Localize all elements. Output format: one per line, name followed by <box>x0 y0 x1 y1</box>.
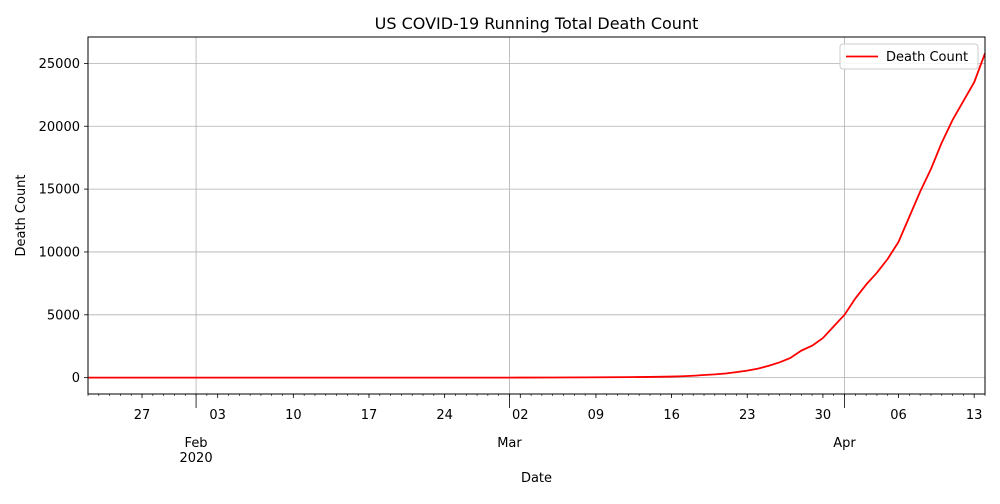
x-axis-label: Date <box>521 471 552 486</box>
y-axis-label: Death Count <box>14 174 29 256</box>
y-tick-label: 10000 <box>39 245 80 260</box>
series-layer <box>87 53 986 379</box>
plot-frame <box>87 36 986 395</box>
y-tick-label: 0 <box>72 371 80 386</box>
y-tick-label: 20000 <box>39 120 80 135</box>
x-month-label: Apr <box>833 436 856 451</box>
x-day-label: 09 <box>588 408 605 423</box>
y-tick-label: 5000 <box>47 308 80 323</box>
x-day-label: 23 <box>739 408 756 423</box>
y-tick-label: 25000 <box>39 57 80 72</box>
x-day-label: 10 <box>285 408 302 423</box>
y-tick-label: 15000 <box>39 183 80 198</box>
legend-box <box>839 43 979 70</box>
x-day-label: 24 <box>436 408 453 423</box>
legend: Death Count <box>839 43 979 70</box>
x-day-label: 27 <box>134 408 151 423</box>
legend-label: Death Count <box>886 50 968 65</box>
x-year-label: 2020 <box>180 451 213 466</box>
death-count-line <box>87 53 986 379</box>
x-day-label: 13 <box>966 408 983 423</box>
x-day-label: 02 <box>512 408 529 423</box>
x-day-label: 30 <box>815 408 832 423</box>
chart-title: US COVID-19 Running Total Death Count <box>375 14 699 33</box>
grid <box>88 37 985 394</box>
x-day-label: 03 <box>209 408 226 423</box>
x-day-label: 17 <box>361 408 378 423</box>
x-month-label: Mar <box>497 436 522 451</box>
x-month-label: Feb <box>185 436 208 451</box>
x-day-label: 16 <box>663 408 680 423</box>
x-day-label: 06 <box>890 408 907 423</box>
